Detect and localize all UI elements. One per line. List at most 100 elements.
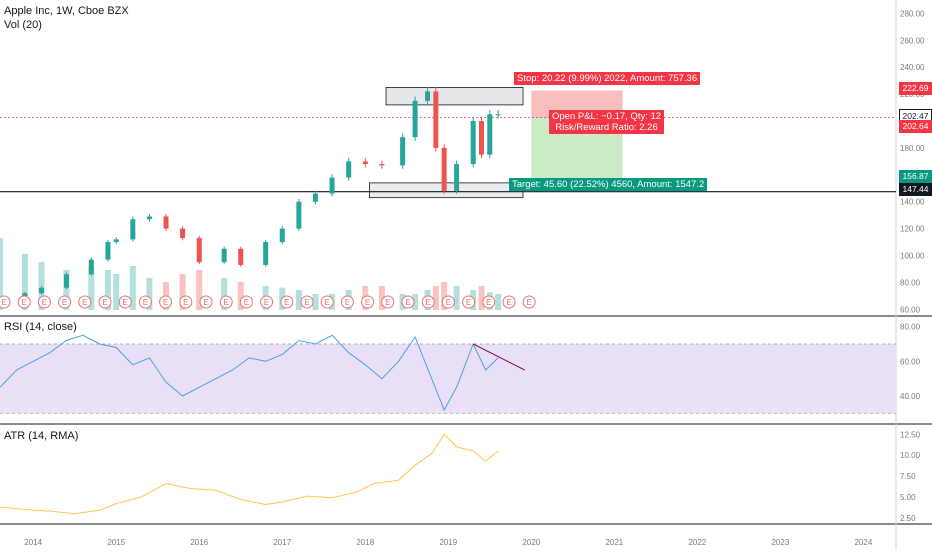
volume-bar — [221, 278, 228, 310]
earnings-marker-label: E — [345, 298, 350, 307]
earnings-marker-circle — [239, 295, 253, 309]
earnings-marker-label: E — [325, 298, 330, 307]
earnings-marker-circle — [280, 295, 294, 309]
earnings-marker[interactable]: E — [260, 295, 274, 309]
earnings-marker-circle — [522, 295, 536, 309]
candle-body — [180, 228, 186, 239]
earnings-marker-circle — [78, 295, 92, 309]
earnings-marker[interactable]: E — [179, 295, 193, 309]
earnings-marker-label: E — [143, 298, 148, 307]
earnings-marker[interactable]: E — [159, 295, 173, 309]
earnings-marker[interactable]: E — [219, 295, 233, 309]
candle-body — [329, 177, 335, 194]
time-tick-label: 2023 — [771, 538, 789, 547]
earnings-marker-label: E — [466, 298, 471, 307]
earnings-marker[interactable]: E — [462, 295, 476, 309]
earnings-marker[interactable]: E — [118, 295, 132, 309]
volume-bar — [412, 294, 419, 310]
candle-body — [88, 259, 94, 275]
candle-body — [146, 216, 152, 220]
earnings-marker[interactable]: E — [361, 295, 375, 309]
volume-bar — [0, 238, 3, 310]
candle-body — [379, 164, 385, 166]
rsi-tick-label: 80.00 — [900, 323, 921, 332]
price-label-line: 147.44 — [899, 183, 932, 196]
rsi-tick-label: 40.00 — [900, 392, 921, 401]
earnings-marker[interactable]: E — [239, 295, 253, 309]
earnings-marker-circle — [260, 295, 274, 309]
earnings-marker[interactable]: E — [421, 295, 435, 309]
candle-body — [362, 161, 368, 165]
earnings-marker[interactable]: E — [300, 295, 314, 309]
volume-bar — [113, 274, 120, 310]
earnings-marker[interactable]: E — [0, 295, 11, 309]
risk-reward-text: Risk/Reward Ratio: 2.26 — [555, 122, 658, 133]
earnings-marker[interactable]: E — [98, 295, 112, 309]
rsi-trendline — [472, 343, 525, 371]
earnings-marker[interactable]: E — [522, 295, 536, 309]
earnings-marker-circle — [37, 295, 51, 309]
candle-body — [454, 164, 460, 191]
volume-bar — [146, 278, 153, 310]
earnings-marker[interactable]: E — [482, 295, 496, 309]
time-tick-label: 2021 — [605, 538, 623, 547]
volume-bar — [432, 286, 439, 310]
candle-body — [39, 287, 45, 294]
earnings-marker-circle — [441, 295, 455, 309]
earnings-marker[interactable]: E — [320, 295, 334, 309]
symbol-legend[interactable]: Apple Inc, 1W, Cboe BZX — [4, 5, 129, 17]
stop-label: Stop: 20.22 (9.99%) 2022, Amount: 757.36 — [514, 72, 701, 85]
earnings-marker[interactable]: E — [37, 295, 51, 309]
volume-bar — [38, 262, 45, 310]
earnings-marker[interactable]: E — [441, 295, 455, 309]
earnings-marker[interactable]: E — [138, 295, 152, 309]
volume-bar — [378, 286, 385, 310]
earnings-marker-label: E — [304, 298, 309, 307]
price-tick-label: 100.00 — [900, 251, 925, 260]
volume-bar — [129, 266, 136, 310]
earnings-marker-label: E — [365, 298, 370, 307]
earnings-marker[interactable]: E — [199, 295, 213, 309]
earnings-marker-label: E — [527, 298, 532, 307]
candle-body — [495, 114, 501, 116]
candle-body — [296, 201, 302, 229]
earnings-marker[interactable]: E — [78, 295, 92, 309]
rsi-legend[interactable]: RSI (14, close) — [4, 321, 77, 333]
time-tick-label: 2019 — [439, 538, 457, 547]
candle-body — [130, 219, 136, 240]
price-tick-label: 60.00 — [900, 305, 921, 314]
volume-legend[interactable]: Vol (20) — [4, 19, 42, 31]
earnings-marker[interactable]: E — [502, 295, 516, 309]
pnl-label: Open P&L: −0.17, Qty: 12 Risk/Reward Rat… — [549, 110, 665, 134]
earnings-marker[interactable]: E — [280, 295, 294, 309]
volume-bar — [196, 270, 203, 310]
price-tick-label: 180.00 — [900, 144, 925, 153]
resistance-box — [385, 87, 524, 106]
candle-body — [487, 114, 493, 155]
price-label-target: 156.87 — [899, 170, 932, 183]
price-tick-label: 120.00 — [900, 225, 925, 234]
earnings-marker-label: E — [203, 298, 208, 307]
earnings-marker-label: E — [224, 298, 229, 307]
earnings-marker[interactable]: E — [381, 295, 395, 309]
earnings-marker-label: E — [62, 298, 67, 307]
earnings-marker-circle — [340, 295, 354, 309]
earnings-marker-circle — [199, 295, 213, 309]
earnings-marker-circle — [462, 295, 476, 309]
candle-body — [163, 216, 169, 229]
candle-body — [279, 228, 285, 243]
earnings-marker[interactable]: E — [340, 295, 354, 309]
earnings-marker[interactable]: E — [401, 295, 415, 309]
earnings-marker-circle — [421, 295, 435, 309]
volume-bar — [478, 286, 485, 310]
atr-legend[interactable]: ATR (14, RMA) — [4, 430, 79, 442]
earnings-marker[interactable]: E — [17, 295, 31, 309]
volume-bar — [441, 282, 448, 310]
earnings-marker-circle — [219, 295, 233, 309]
earnings-marker[interactable]: E — [58, 295, 72, 309]
earnings-marker-label: E — [446, 298, 451, 307]
candle-body — [470, 121, 476, 165]
time-tick-label: 2024 — [854, 538, 872, 547]
